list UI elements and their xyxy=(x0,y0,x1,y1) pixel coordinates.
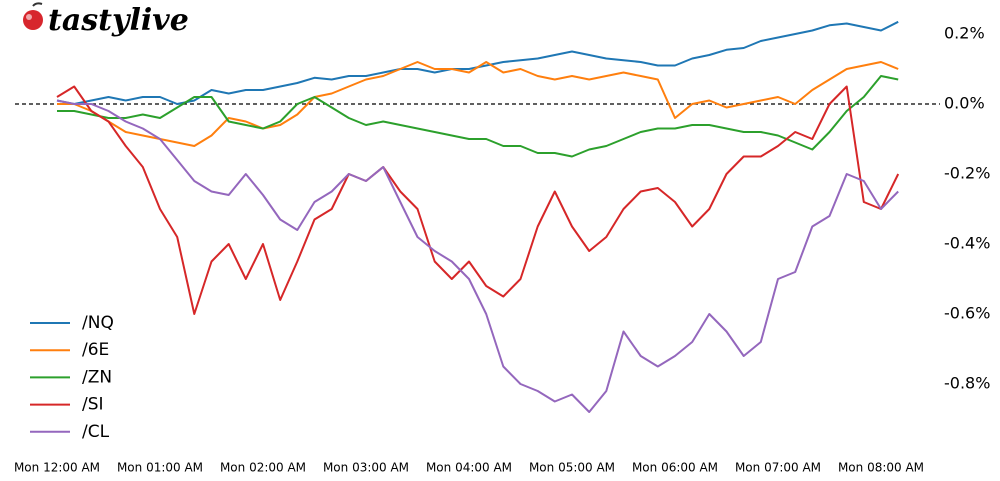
x-tick-label: Mon 02:00 AM xyxy=(220,461,306,475)
y-tick-label: 0.0% xyxy=(944,94,985,113)
legend-label: /CL xyxy=(82,422,110,442)
x-tick-label: Mon 12:00 AM xyxy=(14,461,100,475)
series-line xyxy=(56,85,900,315)
series-line xyxy=(57,61,899,147)
x-tick-label: Mon 08:00 AM xyxy=(838,461,924,475)
y-tick-label: -0.2% xyxy=(944,164,990,183)
logo-icon xyxy=(23,2,43,30)
y-tick-label: 0.2% xyxy=(944,24,985,43)
legend-label: /ZN xyxy=(82,367,112,387)
legend-label: /SI xyxy=(82,395,104,415)
x-tick-label: Mon 05:00 AM xyxy=(529,461,615,475)
x-tick-label: Mon 07:00 AM xyxy=(735,461,821,475)
y-tick-label: -0.4% xyxy=(944,234,990,253)
y-tick-label: -0.6% xyxy=(944,304,990,323)
legend-label: /NQ xyxy=(82,313,114,333)
logo-text: tastylive xyxy=(48,3,189,38)
x-tick-label: Mon 01:00 AM xyxy=(117,461,203,475)
x-tick-label: Mon 03:00 AM xyxy=(323,461,409,475)
series-line xyxy=(57,75,899,158)
x-tick-label: Mon 04:00 AM xyxy=(426,461,512,475)
y-tick-label: -0.8% xyxy=(944,374,990,393)
x-tick-label: Mon 06:00 AM xyxy=(632,461,718,475)
series-line xyxy=(56,99,899,413)
legend-label: /6E xyxy=(82,340,109,360)
